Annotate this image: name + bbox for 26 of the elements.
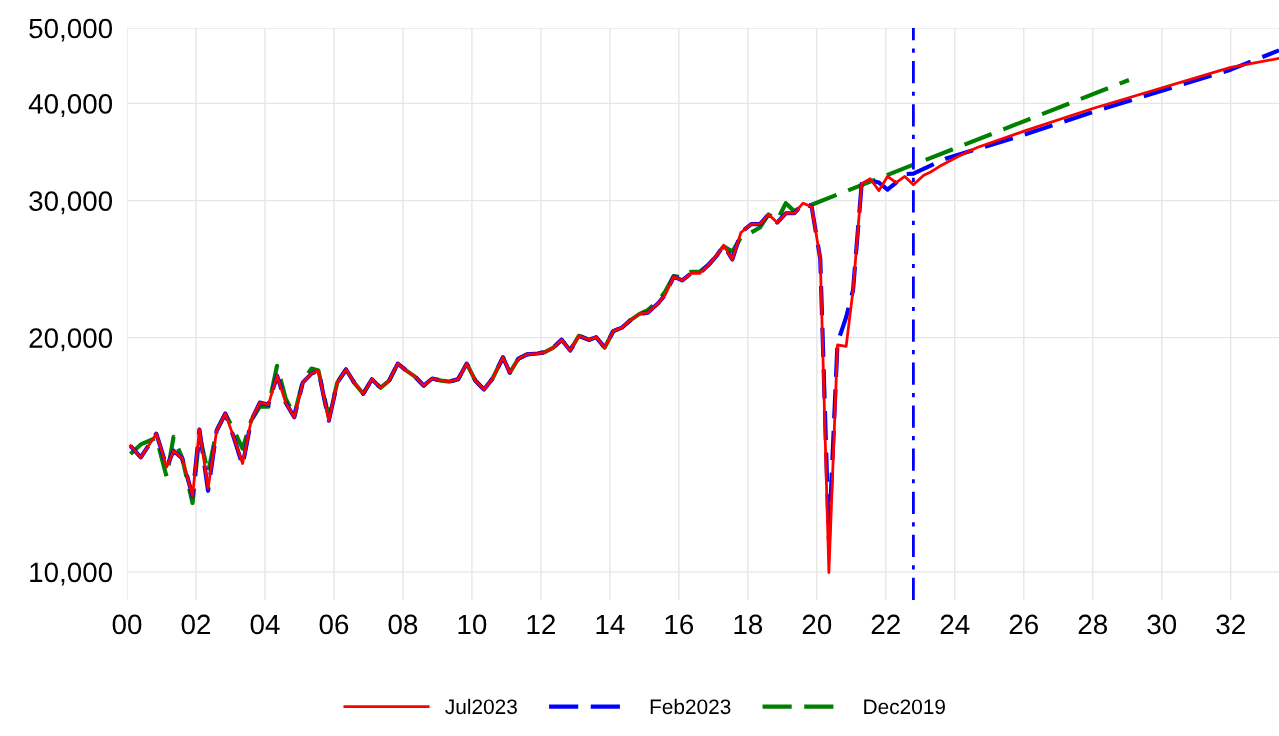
legend-label: Feb2023 [650,698,731,715]
x-tick-label: 24 [940,614,970,635]
x-tick-label: 04 [250,614,280,635]
x-tick-label: 10 [458,614,487,635]
legend-label: Dec2019 [864,699,945,715]
x-tick-label: 06 [319,614,349,635]
y-tick-label: 10,000 [30,562,113,586]
y-tick-label: 20,000 [29,328,113,352]
y-tick-label: 50,000 [29,18,113,42]
x-tick-label: 16 [665,614,694,635]
x-tick-label: 18 [734,614,763,635]
x-tick-label: 12 [527,614,555,635]
x-tick-label: 08 [388,614,418,635]
x-tick-label: 20 [802,614,832,635]
legend-label: Jul2023 [445,698,517,715]
y-tick-label: 30,000 [29,191,113,215]
y-tick-label: 40,000 [28,94,113,118]
x-tick-label: 22 [871,614,900,635]
x-tick-label: 00 [112,614,142,635]
x-tick-label: 32 [1216,614,1245,635]
x-tick-label: 02 [181,614,211,635]
x-tick-label: 14 [596,614,625,635]
line-series [128,77,1132,506]
x-tick-label: 26 [1009,614,1038,635]
x-tick-label: 28 [1078,614,1107,635]
x-tick-label: 30 [1147,614,1177,635]
